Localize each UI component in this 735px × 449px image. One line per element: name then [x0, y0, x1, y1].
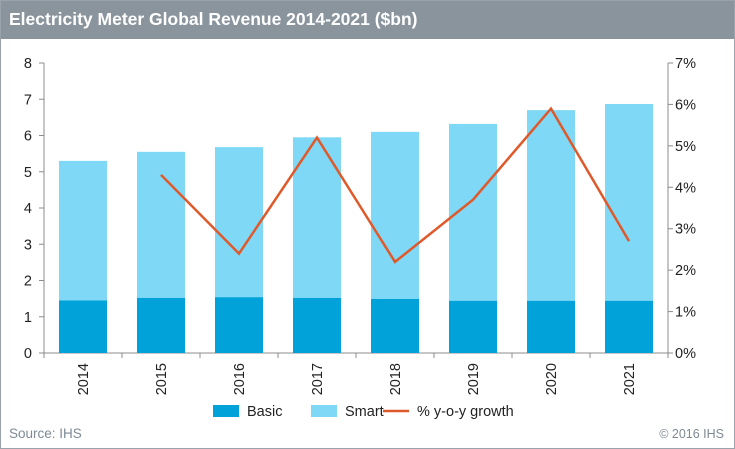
- bar-smart: [137, 151, 185, 298]
- x-tick-label: 2021: [622, 363, 638, 395]
- y-left-tick-label: 2: [24, 274, 32, 290]
- legend-growth-label: % y-o-y growth: [417, 404, 514, 420]
- y-right-tick-label: 3%: [675, 222, 696, 238]
- source-note: Source: IHS: [9, 426, 82, 441]
- legend-basic-label: Basic: [247, 404, 282, 420]
- x-tick-label: 2017: [310, 363, 326, 395]
- x-tick-label: 2018: [388, 363, 404, 395]
- y-left-tick-label: 7: [24, 92, 32, 108]
- bar-smart: [527, 110, 575, 301]
- y-right-tick-label: 7%: [675, 56, 696, 72]
- legend-smart-swatch: [311, 405, 337, 417]
- y-left-tick-label: 4: [24, 201, 32, 217]
- x-tick-label: 2020: [544, 363, 560, 395]
- bar-basic: [59, 300, 107, 353]
- y-right-tick-label: 6%: [675, 97, 696, 113]
- bar-basic: [449, 300, 497, 353]
- bar-basic: [137, 297, 185, 353]
- copyright-note: © 2016 IHS: [659, 427, 724, 441]
- legend-smart-label: Smart: [345, 404, 384, 420]
- y-left-tick-label: 0: [24, 346, 32, 362]
- bar-smart: [215, 147, 263, 298]
- x-tick-label: 2015: [154, 363, 170, 395]
- x-tick-label: 2019: [466, 363, 482, 395]
- y-right-tick-label: 4%: [675, 180, 696, 196]
- growth-line: [160, 106, 631, 264]
- title-bar: Electricity Meter Global Revenue 2014-20…: [1, 1, 734, 39]
- bar-basic: [527, 300, 575, 353]
- bar-basic: [215, 297, 263, 353]
- y-left-tick-label: 3: [24, 237, 32, 253]
- bar-smart: [605, 103, 653, 301]
- y-left-tick-label: 1: [24, 310, 32, 326]
- y-left-tick-label: 8: [24, 56, 32, 72]
- chart-title: Electricity Meter Global Revenue 2014-20…: [9, 9, 418, 29]
- y-right-tick-label: 2%: [675, 263, 696, 279]
- y-left-tick-label: 5: [24, 165, 32, 181]
- bar-basic: [605, 300, 653, 353]
- bar-smart: [371, 131, 419, 299]
- y-right-tick-label: 1%: [675, 305, 696, 321]
- bar-basic: [371, 298, 419, 353]
- y-left-tick-label: 6: [24, 129, 32, 145]
- x-tick-label: 2016: [232, 363, 248, 395]
- y-right-tick-label: 0%: [675, 346, 696, 362]
- bar-basic: [293, 297, 341, 353]
- x-tick-label: 2014: [76, 363, 92, 395]
- bar-smart: [59, 160, 107, 301]
- y-right-tick-label: 5%: [675, 139, 696, 155]
- legend-basic-swatch: [213, 405, 239, 417]
